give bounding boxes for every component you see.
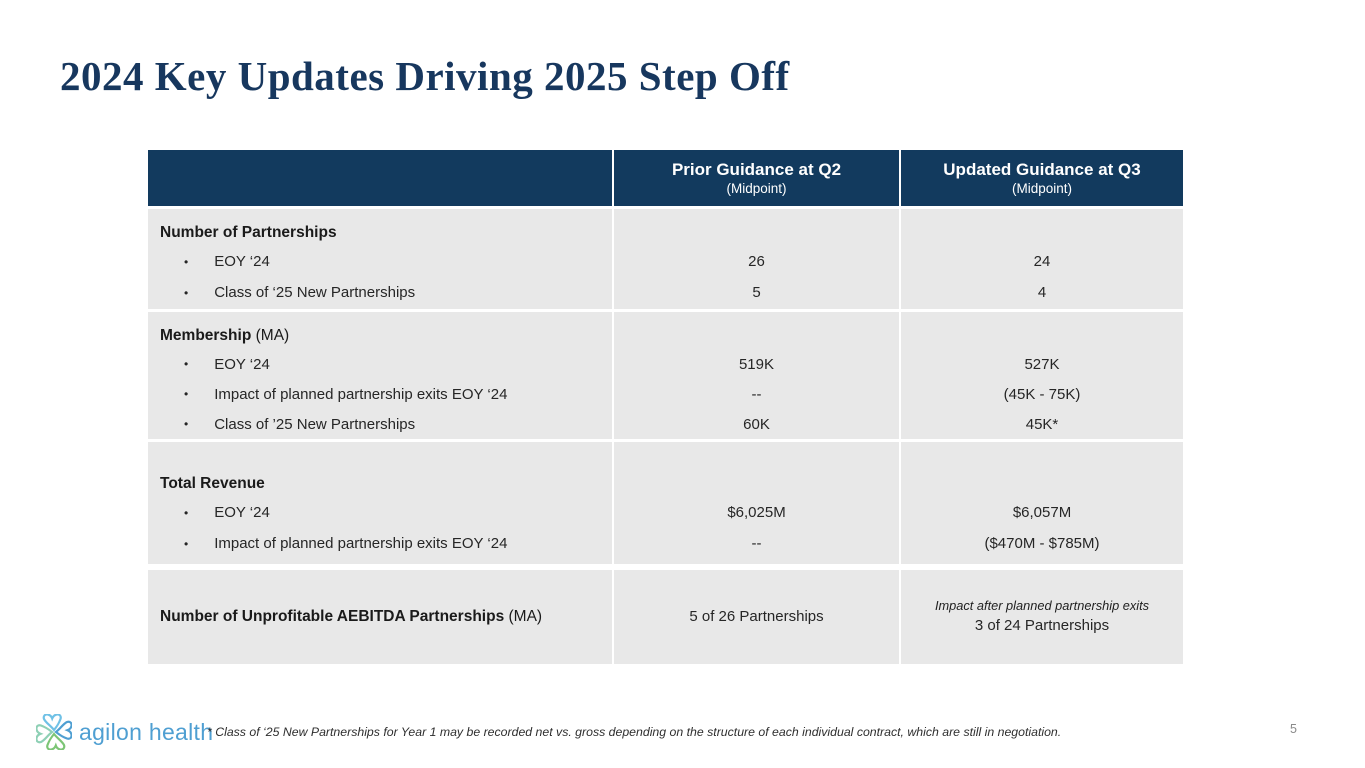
section-heading-text: Membership [160,327,252,344]
prior-value: -- [751,535,762,552]
bullet-label: EOY ‘24 [214,355,270,373]
section-heading-text: Total Revenue [160,475,265,492]
bullet-label: Impact of planned partnership exits EOY … [214,385,508,403]
summary-updated-value: 3 of 24 Partnerships [974,617,1110,634]
guidance-table: Prior Guidance at Q2 (Midpoint) Updated … [148,150,1183,664]
prior-value: 519K [738,355,775,373]
header-cell-empty [148,150,612,206]
page-number: 5 [1290,722,1297,736]
agilon-logo-icon [36,714,72,750]
prior-value: 5 [752,284,761,301]
updated-values-cell: 527K (45K - 75K) 45K* [901,312,1183,439]
header-cell-updated-guidance: Updated Guidance at Q3 (Midpoint) [901,150,1183,206]
header-cell-prior-guidance: Prior Guidance at Q2 (Midpoint) [614,150,899,206]
prior-value: $6,025M [727,504,786,521]
summary-heading-suffix: (MA) [504,608,543,625]
bullet-label: Class of ’25 New Partnerships [214,415,416,433]
slide-title: 2024 Key Updates Driving 2025 Step Off [60,53,790,99]
updated-value: 4 [1037,284,1047,301]
section-membership: Membership (MA) EOY ‘24 Impact of planne… [148,312,1183,439]
section-heading: Total Revenue [160,470,602,497]
bullet-row: Class of ’25 New Partnerships [160,409,602,439]
prior-value: 60K [743,415,770,433]
bullet-row: Class of ‘25 New Partnerships [160,277,602,308]
updated-values-cell: 24 4 [901,209,1183,309]
section-total-revenue: Total Revenue EOY ‘24 Impact of planned … [148,442,1183,564]
updated-guidance-label: Updated Guidance at Q3 [943,160,1141,179]
bullet-row: Impact of planned partnership exits EOY … [160,379,602,409]
summary-prior-value: 5 of 26 Partnerships [689,608,824,625]
updated-value: 45K* [1025,415,1059,433]
updated-value: $6,057M [1012,504,1072,521]
updated-guidance-sublabel: (Midpoint) [1011,181,1073,196]
spacer [614,322,899,349]
summary-row-unprofitable-partnerships: Number of Unprofitable AEBITDA Partnersh… [148,570,1183,664]
bullet-row: EOY ‘24 [160,497,602,528]
summary-heading-text: Number of Unprofitable AEBITDA Partnersh… [160,608,505,625]
prior-value: 26 [748,253,765,270]
summary-prior-cell: 5 of 26 Partnerships [614,570,899,664]
bullet-row: EOY ‘24 [160,246,602,277]
prior-guidance-label: Prior Guidance at Q2 [671,160,842,179]
section-label-cell: Number of Partnerships EOY ‘24 Class of … [148,209,612,309]
summary-label-cell: Number of Unprofitable AEBITDA Partnersh… [148,570,612,664]
section-label-cell: Membership (MA) EOY ‘24 Impact of planne… [148,312,612,439]
prior-values-cell: $6,025M -- [614,442,899,564]
prior-guidance-sublabel: (Midpoint) [726,181,787,196]
summary-updated-cell: Impact after planned partnership exits 3… [901,570,1183,664]
bullet-label: Class of ‘25 New Partnerships [214,284,416,301]
prior-values-cell: 26 5 [614,209,899,309]
spacer [901,322,1183,349]
section-heading: Number of Partnerships [160,219,602,246]
bullet-row: EOY ‘24 [160,349,602,379]
updated-value: ($470M - $785M) [984,535,1100,552]
summary-heading: Number of Unprofitable AEBITDA Partnersh… [160,608,542,626]
section-label-cell: Total Revenue EOY ‘24 Impact of planned … [148,442,612,564]
updated-value: 527K [1024,355,1060,373]
updated-value: 24 [1033,253,1051,270]
spacer [901,470,1183,497]
bullet-label: EOY ‘24 [214,504,270,521]
prior-value: -- [751,385,762,403]
section-heading-text: Number of Partnerships [160,224,337,241]
footnote: * Class of ‘25 New Partnerships for Year… [207,725,1062,739]
section-number-of-partnerships: Number of Partnerships EOY ‘24 Class of … [148,209,1183,309]
updated-value: (45K - 75K) [1003,385,1081,403]
logo-text: agilon health [79,718,214,745]
spacer [901,219,1183,246]
prior-values-cell: 519K -- 60K [614,312,899,439]
summary-updated-note: Impact after planned partnership exits [934,598,1150,613]
spacer [614,470,899,497]
updated-values-cell: $6,057M ($470M - $785M) [901,442,1183,564]
spacer [614,219,899,246]
agilon-health-logo: agilon health [36,714,213,750]
table-header-row: Prior Guidance at Q2 (Midpoint) Updated … [148,150,1183,206]
bullet-label: Impact of planned partnership exits EOY … [214,535,508,552]
bullet-row: Impact of planned partnership exits EOY … [160,528,602,559]
section-heading: Membership (MA) [160,322,602,349]
section-heading-suffix: (MA) [251,327,290,344]
bullet-label: EOY ‘24 [214,253,270,270]
